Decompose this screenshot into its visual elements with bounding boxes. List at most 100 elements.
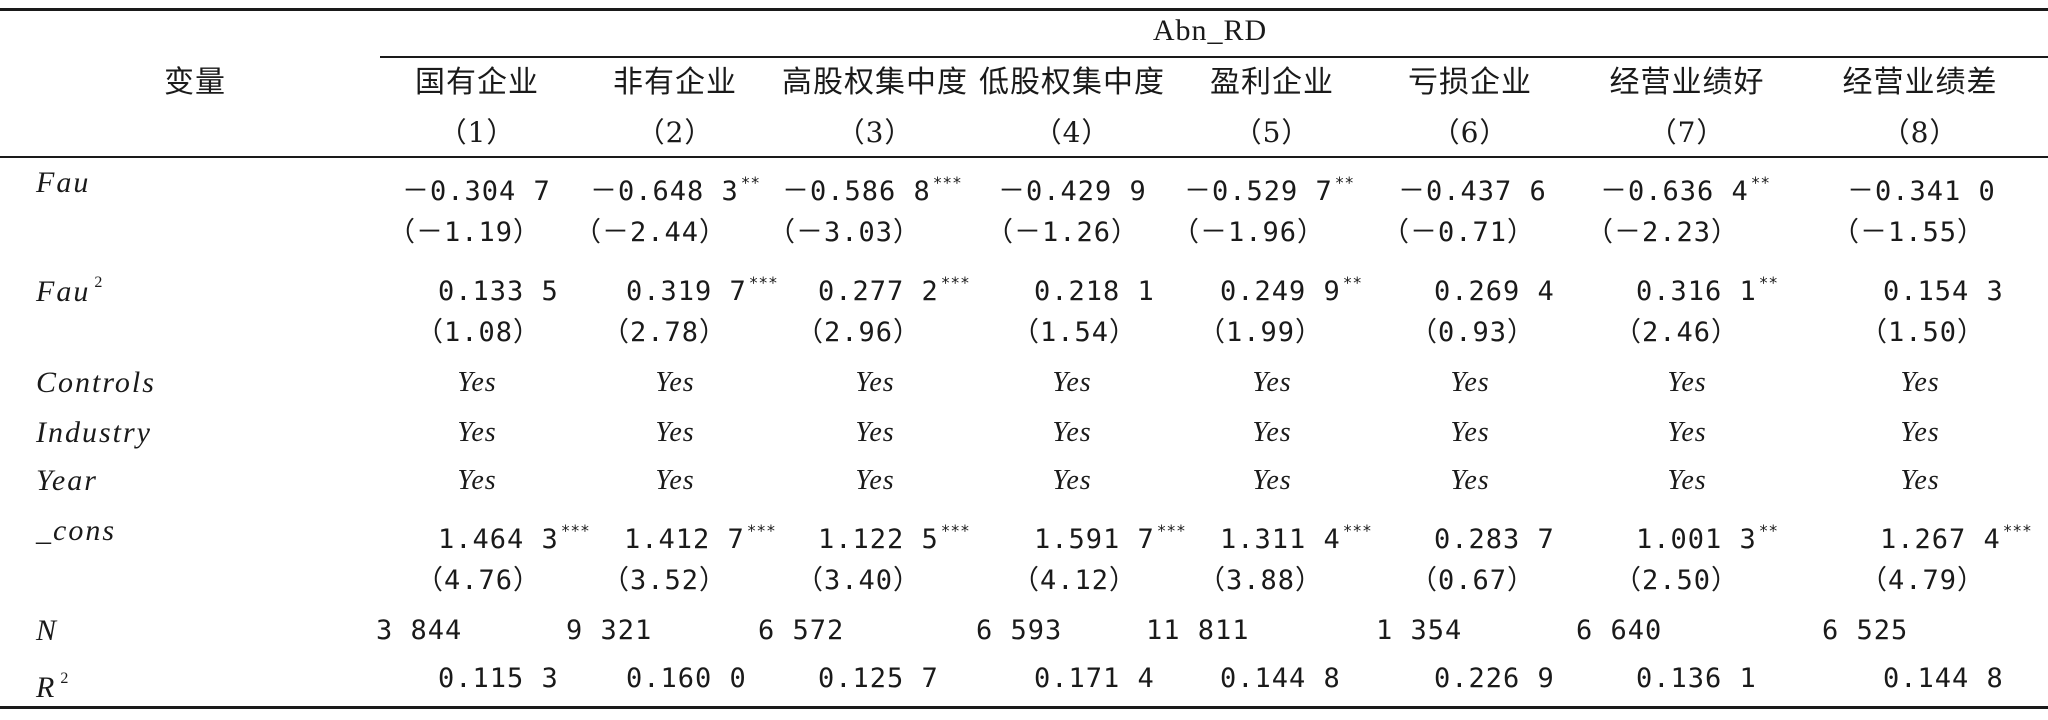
col-name-4: 低股权集中度 [979, 65, 1165, 100]
controls-5: Yes [1252, 367, 1292, 398]
year-5: Yes [1252, 465, 1292, 496]
industry-2: Yes [655, 417, 695, 448]
t-fau-5: （－1.96） [1172, 217, 1326, 248]
t-cons-3: （3.40） [796, 565, 922, 596]
controls-3: Yes [855, 367, 895, 398]
year-1: Yes [457, 465, 497, 496]
t-fau-6: （－0.71） [1382, 217, 1536, 248]
r2-3: 0.125 7 [818, 663, 939, 694]
row-label-cons: _cons [36, 514, 116, 547]
r2-5: 0.144 8 [1220, 663, 1341, 694]
t-fau-7: （－2.23） [1586, 217, 1740, 248]
industry-4: Yes [1052, 417, 1092, 448]
coef-cons-8: 1.267 4 *** [1880, 521, 2032, 555]
col-num-1: （1） [438, 116, 516, 149]
coef-cons-5: 1.311 4 *** [1220, 521, 1372, 555]
col-name-5: 盈利企业 [1210, 65, 1334, 100]
col-num-3: （3） [836, 116, 914, 149]
controls-6: Yes [1450, 367, 1490, 398]
controls-8: Yes [1900, 367, 1940, 398]
coef-fau2-6: 0.269 4 [1434, 276, 1555, 307]
group-title: Abn_RD [1152, 14, 1268, 47]
coef-fau2-3: 0.277 2 *** [818, 273, 970, 307]
coef-cons-6: 0.283 7 [1434, 524, 1555, 555]
col-num-8: （8） [1881, 116, 1959, 149]
t-cons-2: （3.52） [602, 565, 728, 596]
t-fau-2: （－2.44） [574, 217, 728, 248]
t-fau2-6: （0.93） [1410, 317, 1536, 348]
coef-cons-7: 1.001 3 ** [1636, 521, 1779, 555]
controls-7: Yes [1667, 367, 1707, 398]
row-label-industry: Industry [36, 416, 152, 449]
industry-1: Yes [457, 417, 497, 448]
coef-fau2-5: 0.249 9 ** [1220, 273, 1363, 307]
industry-3: Yes [855, 417, 895, 448]
t-fau-1: （－1.19） [388, 217, 542, 248]
coef-fau2-8: 0.154 3 [1883, 276, 2004, 307]
r2-8: 0.144 8 [1883, 663, 2004, 694]
col-name-8: 经营业绩差 [1842, 65, 1998, 100]
t-cons-6: （0.67） [1410, 565, 1536, 596]
n-3: 6 572 [758, 615, 845, 646]
r2-6: 0.226 9 [1434, 663, 1555, 694]
n-7: 6 640 [1576, 615, 1663, 646]
coef-fau2-2: 0.319 7 *** [626, 273, 778, 307]
variable-header: 变量 [164, 65, 226, 100]
industry-8: Yes [1900, 417, 1940, 448]
year-6: Yes [1450, 465, 1490, 496]
coef-fau2-1: 0.133 5 [438, 276, 559, 307]
r2-4: 0.171 4 [1034, 663, 1155, 694]
t-cons-4: （4.12） [1012, 565, 1138, 596]
col-num-2: （2） [636, 116, 714, 149]
year-2: Yes [655, 465, 695, 496]
col-name-3: 高股权集中度 [782, 65, 968, 100]
coef-cons-1: 1.464 3 *** [438, 521, 590, 555]
col-num-5: （5） [1233, 116, 1311, 149]
r2-2: 0.160 0 [626, 663, 747, 694]
n-2: 9 321 [566, 615, 653, 646]
col-name-1: 国有企业 [415, 65, 539, 100]
row-label-year: Year [36, 464, 98, 497]
t-cons-8: （4.79） [1860, 565, 1986, 596]
controls-4: Yes [1052, 367, 1092, 398]
coef-cons-4: 1.591 7 *** [1034, 521, 1186, 555]
header-rule [0, 156, 2048, 158]
n-8: 6 525 [1822, 615, 1909, 646]
t-fau2-7: （2.46） [1614, 317, 1740, 348]
t-fau2-1: （1.08） [416, 317, 542, 348]
coef-fau-4: －0.429 9 [998, 176, 1147, 207]
col-num-6: （6） [1431, 116, 1509, 149]
coef-fau-6: －0.437 6 [1398, 176, 1547, 207]
industry-5: Yes [1252, 417, 1292, 448]
year-8: Yes [1900, 465, 1940, 496]
controls-1: Yes [457, 367, 497, 398]
n-6: 1 354 [1376, 615, 1463, 646]
t-cons-7: （2.50） [1614, 565, 1740, 596]
r2-1: 0.115 3 [438, 663, 559, 694]
t-cons-5: （3.88） [1198, 565, 1324, 596]
year-4: Yes [1052, 465, 1092, 496]
col-num-4: （4） [1033, 116, 1111, 149]
coef-fau2-7: 0.316 1 ** [1636, 273, 1779, 307]
industry-7: Yes [1667, 417, 1707, 448]
coef-fau-8: －0.341 0 [1847, 176, 1996, 207]
col-name-7: 经营业绩好 [1609, 65, 1765, 100]
r2-7: 0.136 1 [1636, 663, 1757, 694]
t-fau2-5: （1.99） [1198, 317, 1324, 348]
col-name-2: 非有企业 [613, 65, 737, 100]
coef-fau2-4: 0.218 1 [1034, 276, 1155, 307]
col-name-6: 亏损企业 [1408, 65, 1532, 100]
t-fau2-2: （2.78） [602, 317, 728, 348]
t-fau2-8: （1.50） [1860, 317, 1986, 348]
top-rule [0, 8, 2048, 11]
controls-2: Yes [655, 367, 695, 398]
coef-fau-1: －0.304 7 [402, 176, 551, 207]
n-1: 3 844 [376, 615, 463, 646]
bottom-rule [0, 706, 2048, 709]
industry-6: Yes [1450, 417, 1490, 448]
year-3: Yes [855, 465, 895, 496]
group-underline [380, 56, 2048, 58]
row-label-fau2: Fau 2 [36, 274, 105, 308]
t-fau2-4: （1.54） [1012, 317, 1138, 348]
